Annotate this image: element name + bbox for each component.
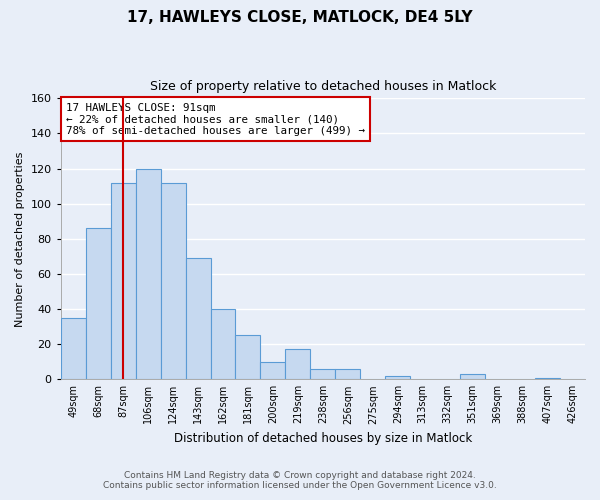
Text: 17, HAWLEYS CLOSE, MATLOCK, DE4 5LY: 17, HAWLEYS CLOSE, MATLOCK, DE4 5LY xyxy=(127,10,473,25)
Bar xyxy=(335,369,361,380)
Bar xyxy=(185,258,211,380)
Bar xyxy=(86,228,110,380)
Bar xyxy=(161,182,185,380)
Bar xyxy=(460,374,485,380)
Text: 17 HAWLEYS CLOSE: 91sqm
← 22% of detached houses are smaller (140)
78% of semi-d: 17 HAWLEYS CLOSE: 91sqm ← 22% of detache… xyxy=(66,102,365,136)
Bar xyxy=(260,362,286,380)
Bar xyxy=(110,182,136,380)
Bar xyxy=(535,378,560,380)
Bar xyxy=(211,309,235,380)
Text: Contains HM Land Registry data © Crown copyright and database right 2024.
Contai: Contains HM Land Registry data © Crown c… xyxy=(103,470,497,490)
Bar xyxy=(310,369,335,380)
Bar xyxy=(61,318,86,380)
Bar xyxy=(235,336,260,380)
Bar xyxy=(286,350,310,380)
Title: Size of property relative to detached houses in Matlock: Size of property relative to detached ho… xyxy=(149,80,496,93)
X-axis label: Distribution of detached houses by size in Matlock: Distribution of detached houses by size … xyxy=(174,432,472,445)
Y-axis label: Number of detached properties: Number of detached properties xyxy=(15,151,25,326)
Bar xyxy=(385,376,410,380)
Bar xyxy=(136,168,161,380)
